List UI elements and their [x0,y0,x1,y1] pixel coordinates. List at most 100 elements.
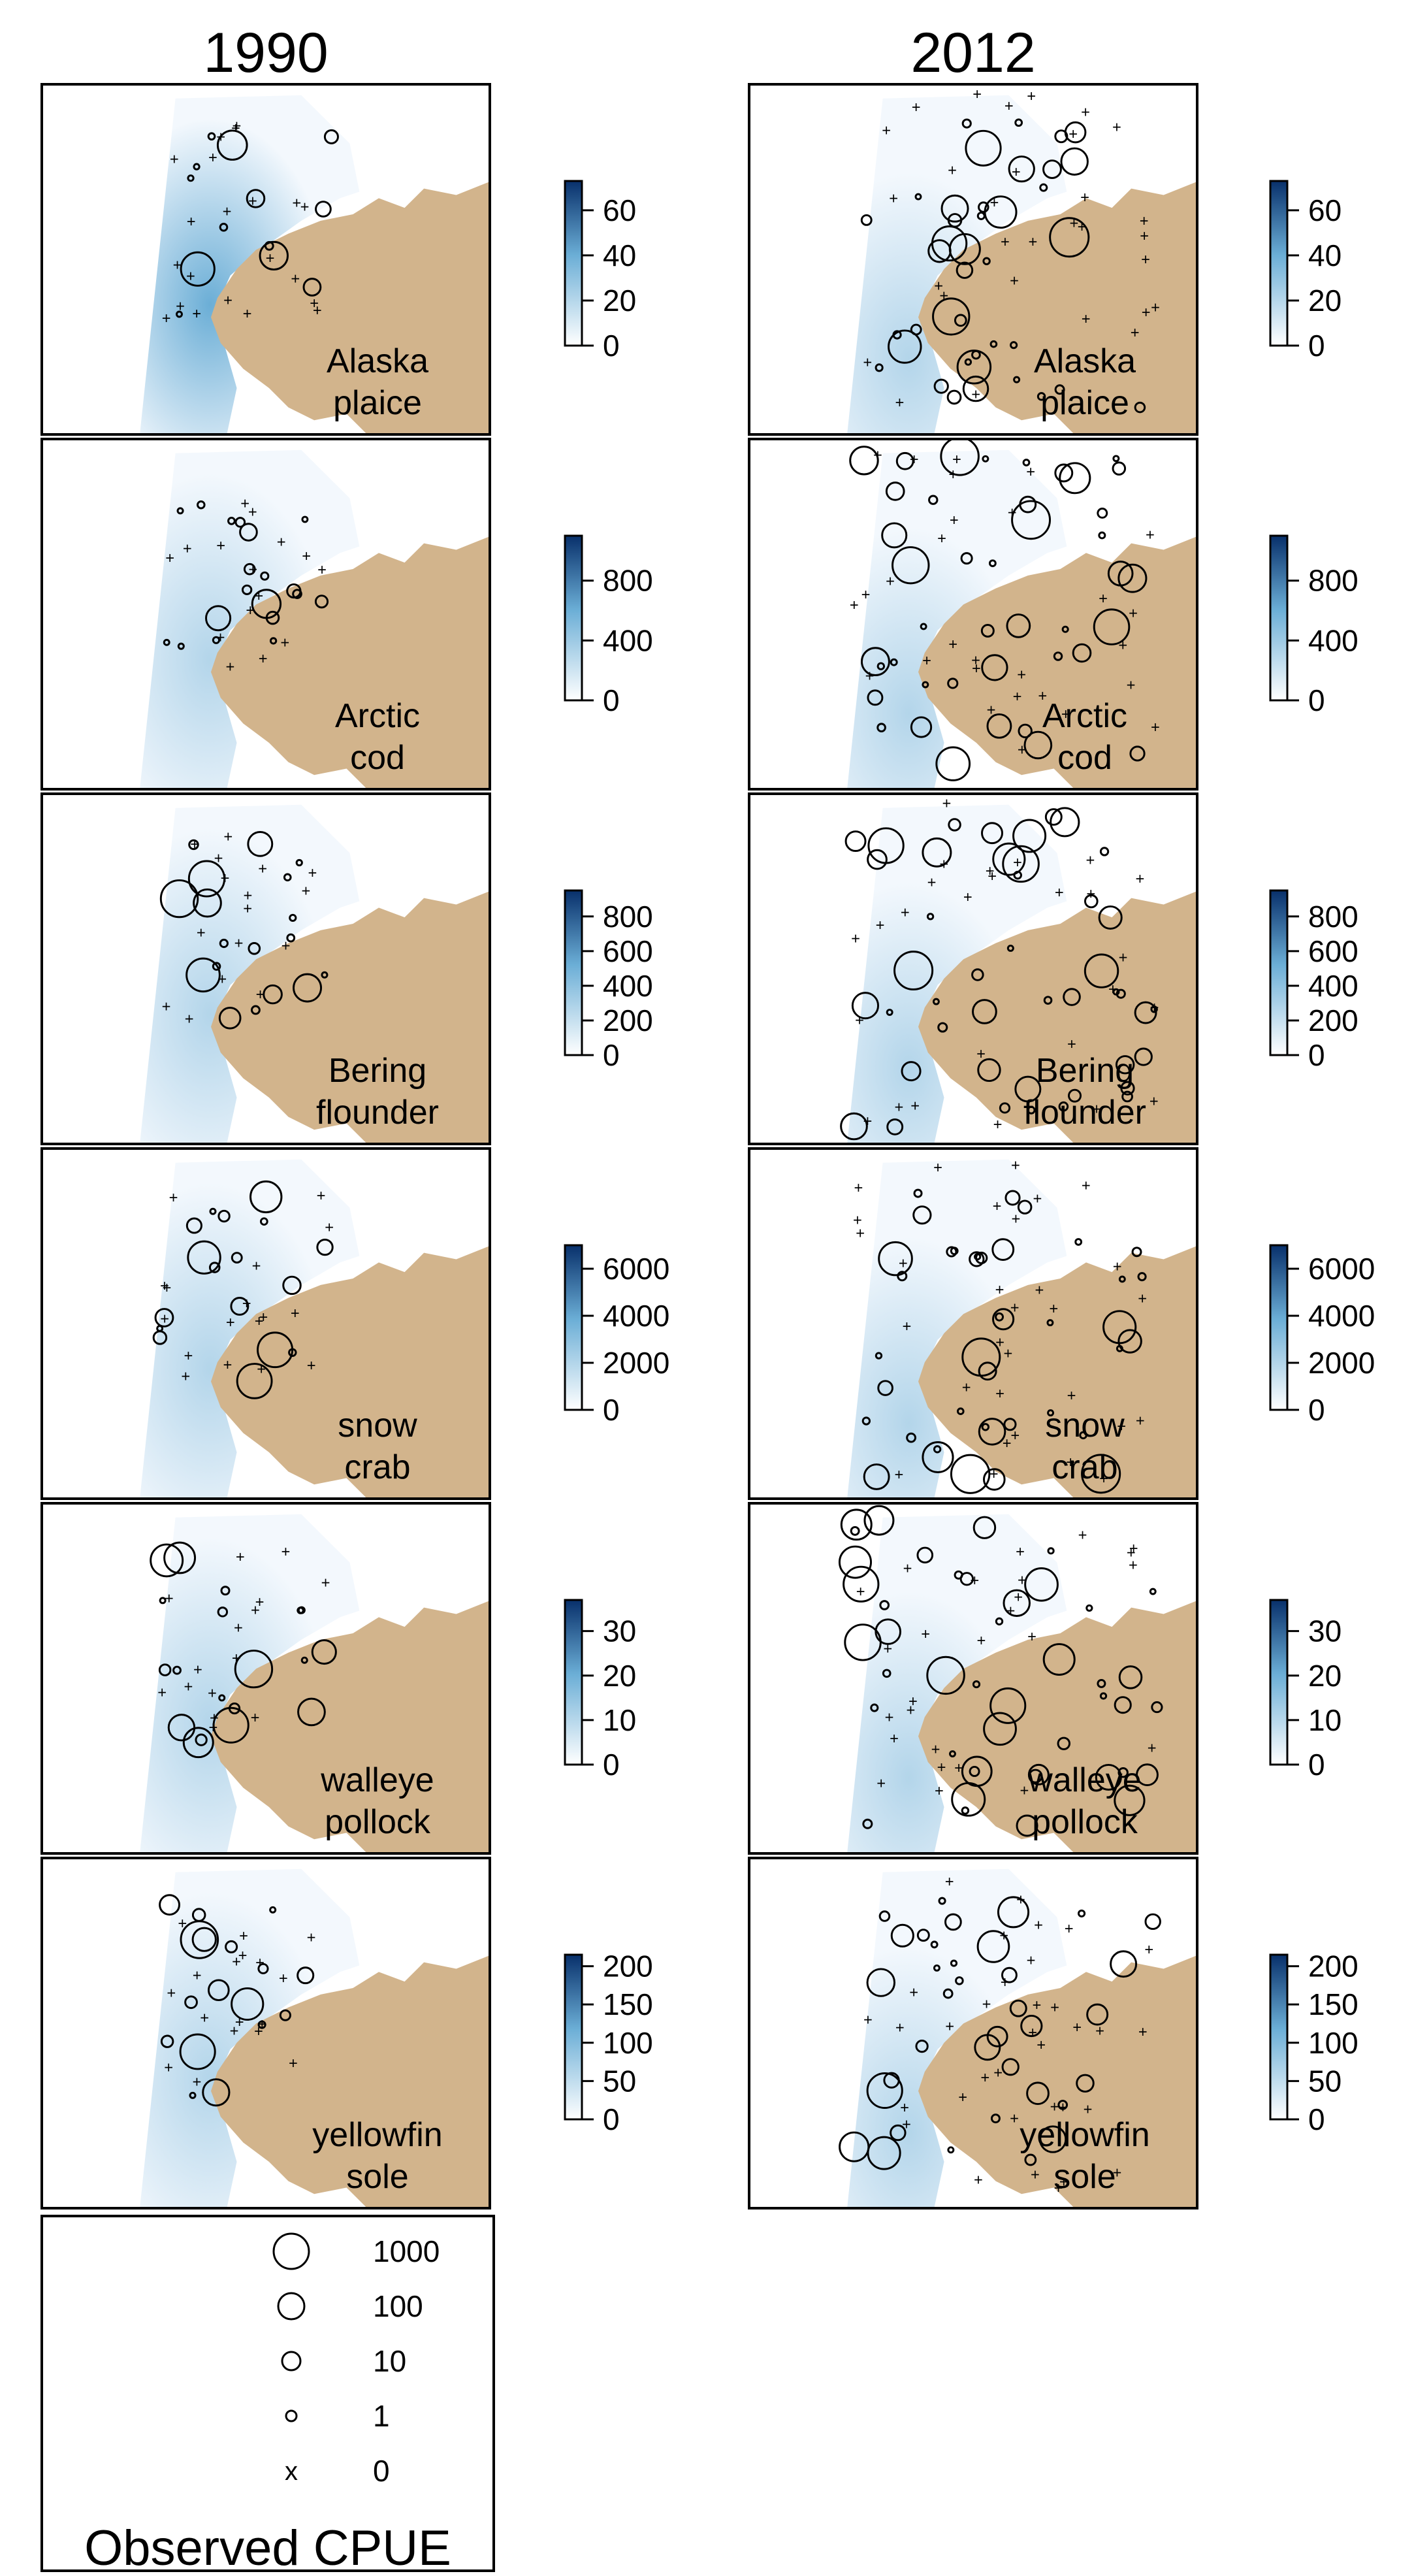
station-marker [878,1910,891,1922]
station-marker [1084,953,1119,988]
station-marker [956,350,992,385]
colorbar-tick-label: 200 [603,1003,653,1037]
station-marker [1008,155,1035,183]
station-marker: + [971,387,980,404]
station-marker [159,1597,167,1605]
station-marker: + [186,269,195,285]
station-marker [892,330,902,340]
station-marker [1136,1763,1159,1787]
map-panel-walleye-pollock-1990: + + + + + + + + + + + + + + + walleye pollock [40,1502,491,1855]
species-label: walleye pollock [293,1759,462,1843]
species-label-line1: snow [338,1407,417,1444]
station-marker: + [1117,1418,1126,1435]
station-marker: + [255,1594,265,1611]
station-marker [916,1929,930,1942]
station-marker [187,174,195,182]
colorbar-tick-label: 150 [1308,1987,1358,2021]
cpue-circle-symbol [285,2409,298,2422]
station-marker: + [922,653,931,670]
station-marker [191,1927,217,1952]
station-marker: + [236,1549,245,1566]
station-marker: + [853,1213,862,1230]
colorbar-arctic-cod-1990: 0 400 800 [564,523,774,719]
station-marker: + [939,288,948,305]
station-marker: + [157,1684,167,1701]
station-marker [946,1246,957,1258]
station-marker [1002,845,1040,883]
colorbar-tick-label: 40 [603,238,636,272]
size-legend-entry: 1000 [43,2225,492,2277]
station-marker: + [169,1190,178,1207]
colorbar-tick-label: 0 [1308,329,1325,363]
station-marker: + [1055,885,1064,902]
colorbar-tick-label: 800 [603,564,653,598]
station-marker: + [895,1467,904,1484]
species-label: yellowfin sole [293,2114,462,2198]
station-marker: + [310,295,319,312]
station-marker [948,818,961,832]
station-marker: + [165,550,174,567]
station-marker: + [958,2089,967,2106]
size-legend-label: 1 [373,2399,390,2433]
station-marker: + [995,1386,1004,1403]
station-marker: + [970,1573,979,1590]
station-marker [216,129,248,161]
station-marker: + [232,1954,241,1971]
station-marker [995,1617,1004,1625]
station-marker [890,658,898,666]
station-marker [882,1669,892,1678]
station-marker [1074,1238,1083,1246]
map-bering-flounder-2012: ++++++++++++++++++ ++ ++++++ [840,795,1196,1143]
station-marker [870,1703,879,1712]
station-marker: + [1082,311,1091,328]
species-label: walleye pollock [1000,1759,1170,1843]
station-marker [1110,1950,1138,1978]
station-marker [315,201,332,218]
station-marker: + [1067,1036,1076,1053]
station-marker: + [185,1011,194,1028]
colorbar-tick-label: 10 [1308,1703,1342,1737]
station-marker [314,595,329,609]
station-marker [981,1423,990,1431]
station-marker: + [208,150,217,167]
station-marker [177,642,185,650]
station-marker [976,1930,1010,1963]
station-marker [259,1217,268,1226]
station-marker [901,1061,922,1082]
station-marker: + [993,2064,1003,2081]
station-marker: + [937,1759,946,1776]
station-marker [866,1968,896,1997]
colorbar-tick-label: 0 [603,2102,620,2136]
station-marker: + [982,1996,991,2013]
station-marker: + [948,162,957,179]
station-marker [311,1639,337,1665]
colorbar-tick-label: 60 [603,193,636,227]
species-label-line2: cod [1057,739,1112,777]
station-marker [940,194,969,223]
station-marker: + [1142,304,1151,321]
station-marker [1084,894,1099,909]
station-marker: + [1033,1191,1042,1208]
station-marker [878,1241,913,1277]
station-marker [972,1680,981,1689]
colorbar-tick-label: 200 [1308,1003,1358,1037]
station-marker [1076,2074,1095,2093]
station-marker: + [1026,464,1035,481]
station-marker [995,1312,1004,1322]
station-marker [1112,461,1127,476]
station-marker [960,552,973,565]
size-legend-label: 10 [373,2344,407,2378]
station-marker [212,1706,249,1744]
station-marker: + [927,875,937,892]
station-marker: + [1017,667,1026,684]
station-marker [1014,118,1023,127]
station-marker [980,624,995,638]
station-marker: + [1065,1921,1074,1938]
colorbar-tick-label: 800 [1308,564,1358,598]
station-marker [1134,1001,1157,1024]
station-marker: + [909,1985,918,2002]
colorbar-bering-flounder-2012: 0 200 400 600 800 [1269,877,1414,1073]
predicted-density-surface [140,449,360,788]
station-marker [1054,384,1065,395]
species-label-line1: yellowfin [1020,2116,1150,2154]
